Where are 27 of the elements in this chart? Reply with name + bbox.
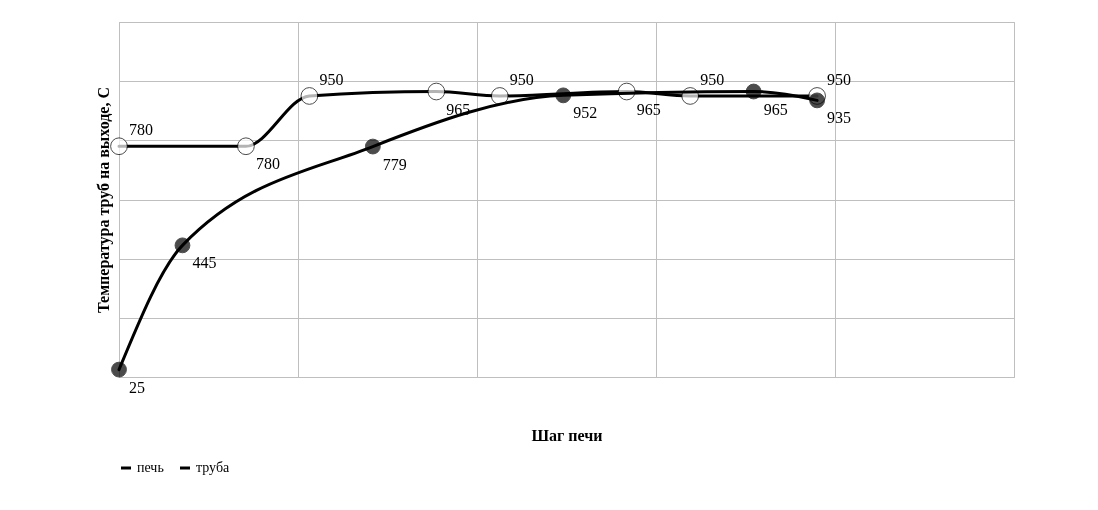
y-axis-title: Температура труб на выходе, С [94,87,113,313]
data-label: 965 [636,100,661,118]
data-label: 445 [192,254,217,272]
legend-label: труба [196,460,231,475]
x-axis-title: Шаг печи [531,426,603,444]
point [237,137,255,156]
point [555,87,572,104]
data-label: 950 [700,70,725,88]
data-label: 952 [573,104,598,122]
data-label: 965 [763,100,788,118]
data-label: 779 [382,155,407,173]
data-label: 780 [255,155,280,173]
data-label: 950 [827,70,852,88]
legend-label: печь [137,460,164,475]
data-label: 935 [827,109,852,127]
point [490,87,509,105]
point [745,83,762,100]
point [174,237,191,254]
point [809,92,826,109]
point [427,82,446,101]
point [364,138,381,155]
data-label: 950 [319,70,344,88]
point [300,87,319,105]
data-label: 780 [129,121,153,139]
data-label: 25 [129,378,145,396]
point [111,361,127,378]
data-label: 950 [509,70,534,88]
